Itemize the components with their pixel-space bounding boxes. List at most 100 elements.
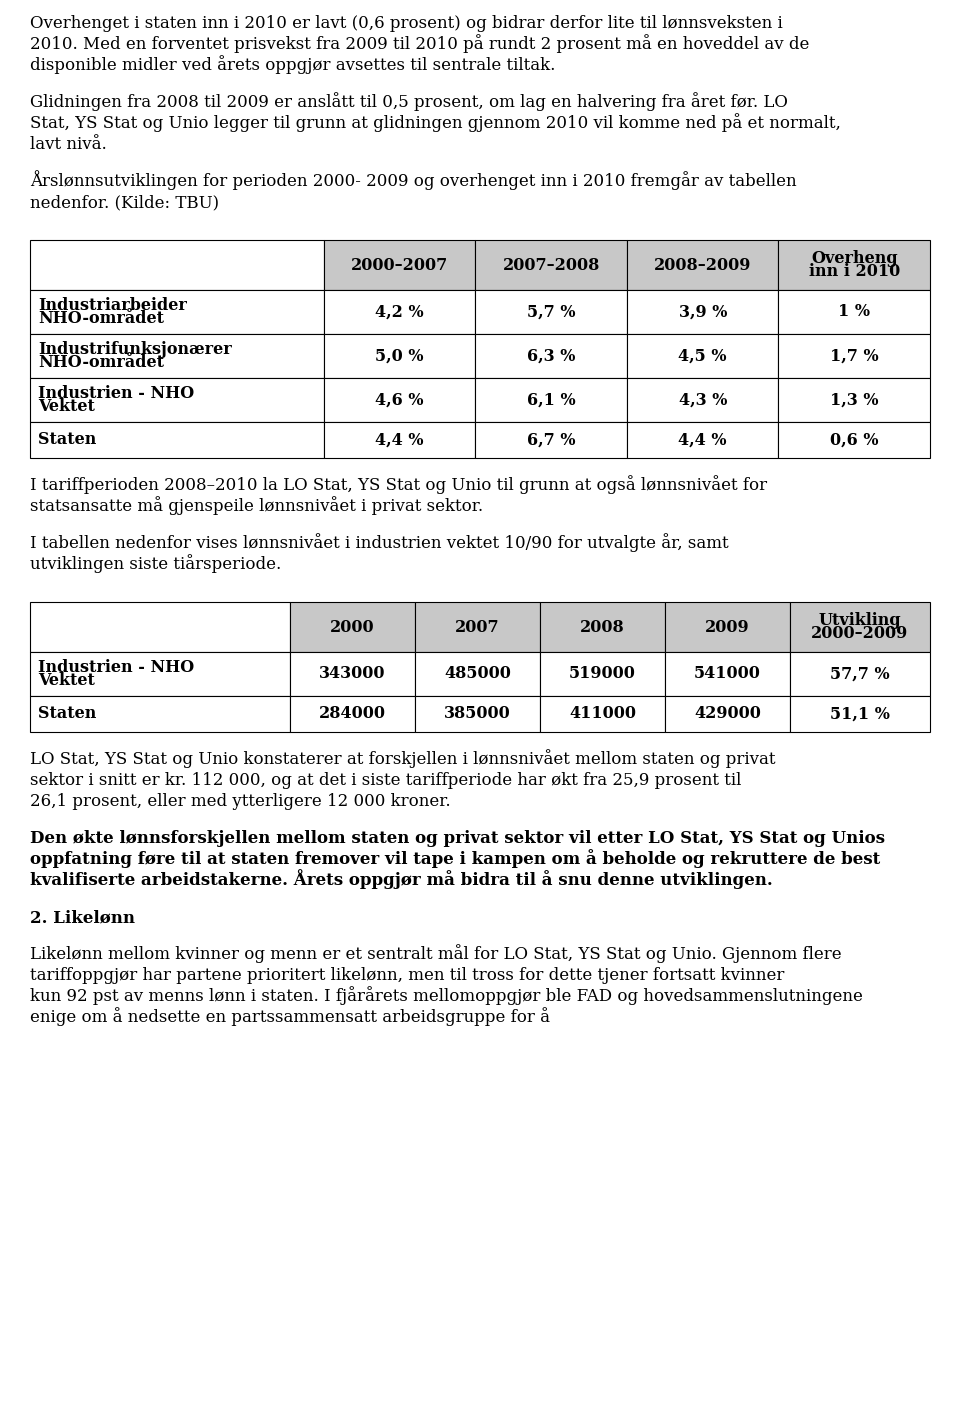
Text: disponible midler ved årets oppgjør avsettes til sentrale tiltak.: disponible midler ved årets oppgjør avse…	[30, 55, 556, 74]
Text: Utvikling: Utvikling	[819, 612, 901, 629]
Bar	[290, 602, 415, 652]
Text: Stat, YS Stat og Unio legger til grunn at glidningen gjennom 2010 vil komme ned : Stat, YS Stat og Unio legger til grunn a…	[30, 114, 841, 132]
Text: 2010. Med en forventet prisvekst fra 2009 til 2010 på rundt 2 prosent må en hove: 2010. Med en forventet prisvekst fra 200…	[30, 34, 809, 53]
Text: Staten: Staten	[38, 432, 96, 449]
Text: Vektet: Vektet	[38, 399, 95, 416]
Bar	[779, 334, 930, 378]
Text: 343000: 343000	[320, 666, 386, 683]
Text: 4,3 %: 4,3 %	[679, 392, 727, 409]
Text: Industrien - NHO: Industrien - NHO	[38, 385, 194, 402]
Bar	[779, 290, 930, 334]
Text: 519000: 519000	[569, 666, 636, 683]
Bar	[290, 696, 415, 731]
Bar	[475, 422, 627, 459]
Text: Den økte lønnsforskjellen mellom staten og privat sektor vil etter LO Stat, YS S: Den økte lønnsforskjellen mellom staten …	[30, 831, 885, 848]
Bar	[540, 696, 665, 731]
Bar	[30, 422, 324, 459]
Text: statsansatte må gjenspeile lønnsnivået i privat sektor.: statsansatte må gjenspeile lønnsnivået i…	[30, 497, 483, 515]
Text: 5,7 %: 5,7 %	[527, 304, 575, 321]
Bar	[415, 696, 540, 731]
Bar	[627, 290, 779, 334]
Text: 4,6 %: 4,6 %	[375, 392, 424, 409]
Bar	[30, 378, 324, 422]
Text: 2008: 2008	[580, 619, 625, 636]
Text: 2007–2008: 2007–2008	[502, 257, 600, 274]
Bar	[790, 696, 930, 731]
Text: sektor i snitt er kr. 112 000, og at det i siste tariffperiode har økt fra 25,9 : sektor i snitt er kr. 112 000, og at det…	[30, 772, 741, 790]
Text: 411000: 411000	[569, 706, 636, 723]
Text: 2. Likelønn: 2. Likelønn	[30, 909, 135, 926]
Text: 429000: 429000	[694, 706, 761, 723]
Text: Staten: Staten	[38, 706, 96, 723]
Bar	[30, 696, 290, 731]
Text: 2000: 2000	[330, 619, 374, 636]
Text: 4,4 %: 4,4 %	[679, 432, 727, 449]
Text: tariffoppgjør har partene prioritert likelønn, men til tross for dette tjener fo: tariffoppgjør har partene prioritert lik…	[30, 967, 784, 984]
Bar	[665, 602, 790, 652]
Text: 51,1 %: 51,1 %	[830, 706, 890, 723]
Text: 3,9 %: 3,9 %	[679, 304, 727, 321]
Text: Overheng: Overheng	[811, 250, 898, 267]
Text: 541000: 541000	[694, 666, 761, 683]
Text: 1,7 %: 1,7 %	[830, 348, 878, 365]
Bar	[779, 378, 930, 422]
Bar	[30, 290, 324, 334]
Bar	[475, 334, 627, 378]
Text: 1,3 %: 1,3 %	[830, 392, 878, 409]
Bar	[627, 378, 779, 422]
Text: oppfatning føre til at staten fremover vil tape i kampen om å beholde og rekrutt: oppfatning føre til at staten fremover v…	[30, 849, 880, 868]
Text: kvalifiserte arbeidstakerne. Årets oppgjør må bidra til å snu denne utviklingen.: kvalifiserte arbeidstakerne. Årets oppgj…	[30, 869, 773, 889]
Text: 284000: 284000	[319, 706, 386, 723]
Text: 6,3 %: 6,3 %	[527, 348, 575, 365]
Bar	[779, 240, 930, 290]
Text: Likelønn mellom kvinner og menn er et sentralt mål for LO Stat, YS Stat og Unio.: Likelønn mellom kvinner og menn er et se…	[30, 944, 842, 963]
Text: Industriarbeider: Industriarbeider	[38, 297, 187, 314]
Bar	[30, 334, 324, 378]
Text: lavt nivå.: lavt nivå.	[30, 136, 107, 153]
Text: Glidningen fra 2008 til 2009 er anslått til 0,5 prosent, om lag en halvering fra: Glidningen fra 2008 til 2009 er anslått …	[30, 92, 788, 111]
Text: Vektet: Vektet	[38, 673, 95, 689]
Text: 2007: 2007	[455, 619, 500, 636]
Bar	[790, 652, 930, 696]
Bar	[475, 240, 627, 290]
Text: enige om å nedsette en partssammensatt arbeidsgruppe for å: enige om å nedsette en partssammensatt a…	[30, 1007, 550, 1027]
Text: inn i 2010: inn i 2010	[808, 263, 900, 280]
Bar	[627, 334, 779, 378]
Bar	[30, 240, 324, 290]
Text: 485000: 485000	[444, 666, 511, 683]
Bar	[790, 602, 930, 652]
Bar	[540, 602, 665, 652]
Bar	[779, 422, 930, 459]
Text: 2009: 2009	[706, 619, 750, 636]
Bar	[324, 290, 475, 334]
Text: I tabellen nedenfor vises lønnsnivået i industrien vektet 10/90 for utvalgte år,: I tabellen nedenfor vises lønnsnivået i …	[30, 534, 729, 552]
Bar	[324, 422, 475, 459]
Text: 385000: 385000	[444, 706, 511, 723]
Text: kun 92 pst av menns lønn i staten. I fjårårets mellomoppgjør ble FAD og hovedsam: kun 92 pst av menns lønn i staten. I fjå…	[30, 987, 863, 1005]
Text: nedenfor. (Kilde: TBU): nedenfor. (Kilde: TBU)	[30, 195, 219, 212]
Text: 4,5 %: 4,5 %	[679, 348, 727, 365]
Bar	[324, 334, 475, 378]
Bar	[665, 696, 790, 731]
Text: NHO-området: NHO-området	[38, 311, 164, 328]
Text: Industrien - NHO: Industrien - NHO	[38, 659, 194, 676]
Bar	[475, 378, 627, 422]
Text: 5,0 %: 5,0 %	[375, 348, 424, 365]
Text: Årslønnsutviklingen for perioden 2000- 2009 og overhenget inn i 2010 fremgår av : Årslønnsutviklingen for perioden 2000- 2…	[30, 170, 797, 190]
Bar	[290, 652, 415, 696]
Text: 2008–2009: 2008–2009	[654, 257, 752, 274]
Bar	[415, 602, 540, 652]
Text: I tariffperioden 2008–2010 la LO Stat, YS Stat og Unio til grunn at også lønnsni: I tariffperioden 2008–2010 la LO Stat, Y…	[30, 476, 767, 494]
Bar	[415, 652, 540, 696]
Bar	[627, 240, 779, 290]
Bar	[540, 652, 665, 696]
Text: 4,4 %: 4,4 %	[375, 432, 424, 449]
Bar	[665, 652, 790, 696]
Text: 0,6 %: 0,6 %	[830, 432, 878, 449]
Text: 2000–2009: 2000–2009	[811, 625, 908, 642]
Text: 6,1 %: 6,1 %	[527, 392, 575, 409]
Bar	[627, 422, 779, 459]
Bar	[475, 290, 627, 334]
Text: 6,7 %: 6,7 %	[527, 432, 575, 449]
Bar	[324, 378, 475, 422]
